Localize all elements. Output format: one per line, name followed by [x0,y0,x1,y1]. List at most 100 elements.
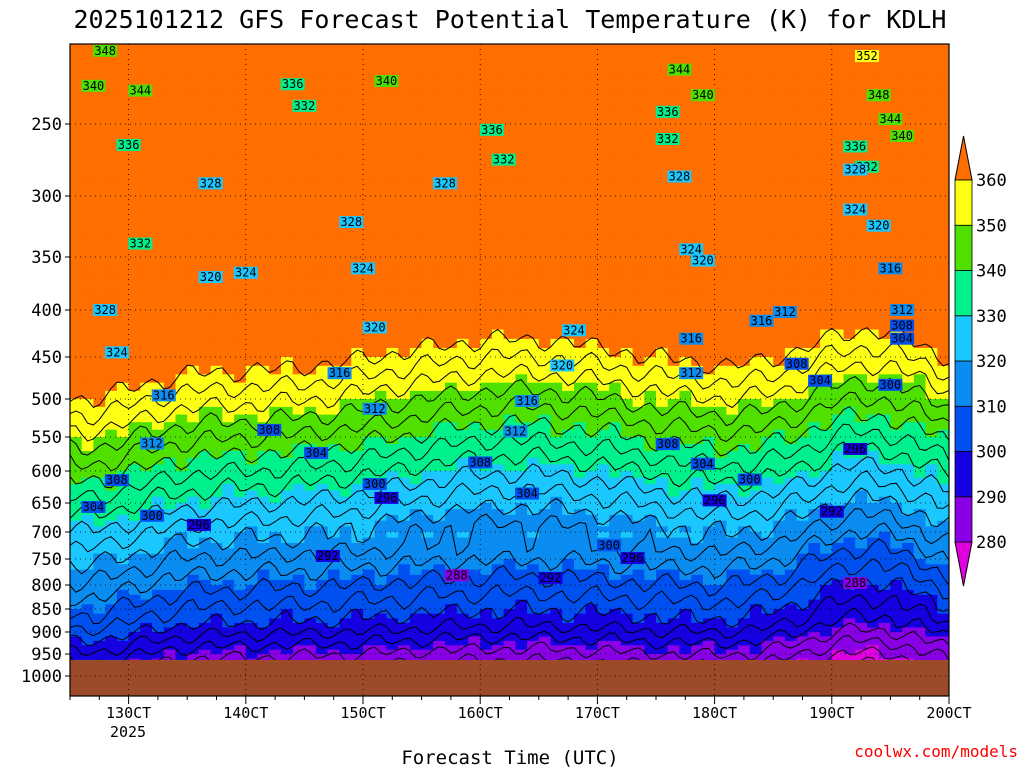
contour-fill-cell [644,632,657,638]
contour-fill-cell [433,604,446,610]
contour-fill-cell [784,329,798,340]
contour-fill-cell [81,604,94,610]
contour-fill-cell [445,585,458,591]
contour-fill-cell [609,109,622,125]
contour-fill-cell [456,139,470,155]
contour-fill-cell [269,503,282,510]
contour-fill-cell [198,139,212,155]
contour-fill-cell [304,279,317,291]
contour-fill-cell [163,221,177,235]
contour-fill-cell [128,640,141,646]
contour-fill-cell [527,139,540,155]
contour-fill-cell [456,154,470,170]
contour-fill-cell [620,526,634,533]
contour-fill-cell [761,399,774,408]
contour-fill-cell [351,618,364,624]
contour-fill-cell [644,464,657,472]
contour-fill-cell [609,604,622,610]
contour-fill-cell [632,382,645,392]
contour-fill-cell [386,279,399,291]
contour-fill-cell [105,245,118,258]
contour-fill-cell [116,44,130,63]
contour-fill-cell [456,537,470,544]
contour-fill-cell [234,594,247,601]
contour-fill-cell [421,464,434,472]
contour-fill-cell [234,484,247,492]
contour-fill-cell [538,279,552,291]
contour-fill-cell [503,338,516,349]
contour-fill-cell [234,437,247,445]
contour-fill-cell [585,154,598,170]
contour-fill-cell [714,537,727,544]
contour-fill-cell [538,109,552,125]
contour-fill-cell [421,618,434,624]
contour-fill-cell [339,490,352,498]
contour-fill-cell [421,279,434,291]
contour-fill-cell [468,414,481,423]
contour-fill-cell [515,594,528,601]
contour-fill-cell [81,268,94,280]
contour-fill-cell [515,78,528,95]
contour-fill-cell [93,585,106,591]
contour-fill-cell [784,139,798,155]
contour-fill-cell [210,613,223,619]
contour-fill-cell [269,382,282,392]
contour-fill-cell [304,289,317,301]
contour-fill-cell [574,532,587,539]
contour-fill-cell [140,543,153,549]
contour-fill-cell [585,645,598,651]
contour-fill-cell [409,338,423,349]
contour-fill-cell [527,406,540,416]
contour-fill-cell [480,289,493,301]
contour-fill-cell [351,585,364,591]
contour-fill-cell [222,654,235,660]
contour-fill-cell [574,477,587,485]
contour-fill-cell [667,414,680,423]
contour-fill-cell [70,569,83,576]
contour-fill-cell [386,109,399,125]
contour-fill-cell [351,514,364,522]
contour-fill-cell [656,279,669,291]
contour-fill-cell [562,390,575,400]
contour-fill-cell [480,109,493,125]
contour-fill-cell [316,390,329,400]
contour-fill-cell [292,496,305,504]
contour-fill-cell [421,574,434,581]
contour-fill-cell [198,196,212,210]
contour-fill-cell [691,399,704,408]
contour-fill-cell [245,579,259,586]
contour-fill-cell [550,268,563,280]
contour-fill-cell [70,168,83,184]
contour-fill-cell [503,300,516,311]
contour-fill-cell [749,613,763,619]
contour-fill-cell [152,221,165,235]
contour-fill-cell [292,484,305,492]
contour-fill-cell [327,594,341,601]
contour-fill-cell [574,564,587,571]
contour-fill-cell [480,618,493,624]
contour-fill-cell [597,221,610,235]
contour-fill-cell [574,289,587,301]
contour-fill-cell [691,574,704,581]
contour-fill-cell [269,599,282,605]
contour-fill-cell [409,365,423,375]
contour-fill-cell [691,632,704,638]
contour-fill-cell [222,109,235,125]
contour-fill-cell [163,406,177,416]
contour-fill-cell [468,124,481,141]
contour-fill-cell [632,471,645,479]
contour-fill-cell [784,509,798,516]
contour-fill-cell [597,649,610,655]
contour-fill-cell [761,574,774,581]
contour-fill-cell [316,310,329,321]
contour-fill-cell [281,503,294,510]
contour-fill-cell [339,196,352,210]
contour-fill-cell [433,61,446,79]
contour-fill-cell [198,613,212,619]
contour-fill-cell [409,537,423,544]
contour-fill-cell [81,414,94,423]
contour-fill-cell [269,268,282,280]
contour-fill-cell [515,649,528,655]
contour-fill-cell [691,520,704,527]
contour-fill-cell [445,645,458,651]
